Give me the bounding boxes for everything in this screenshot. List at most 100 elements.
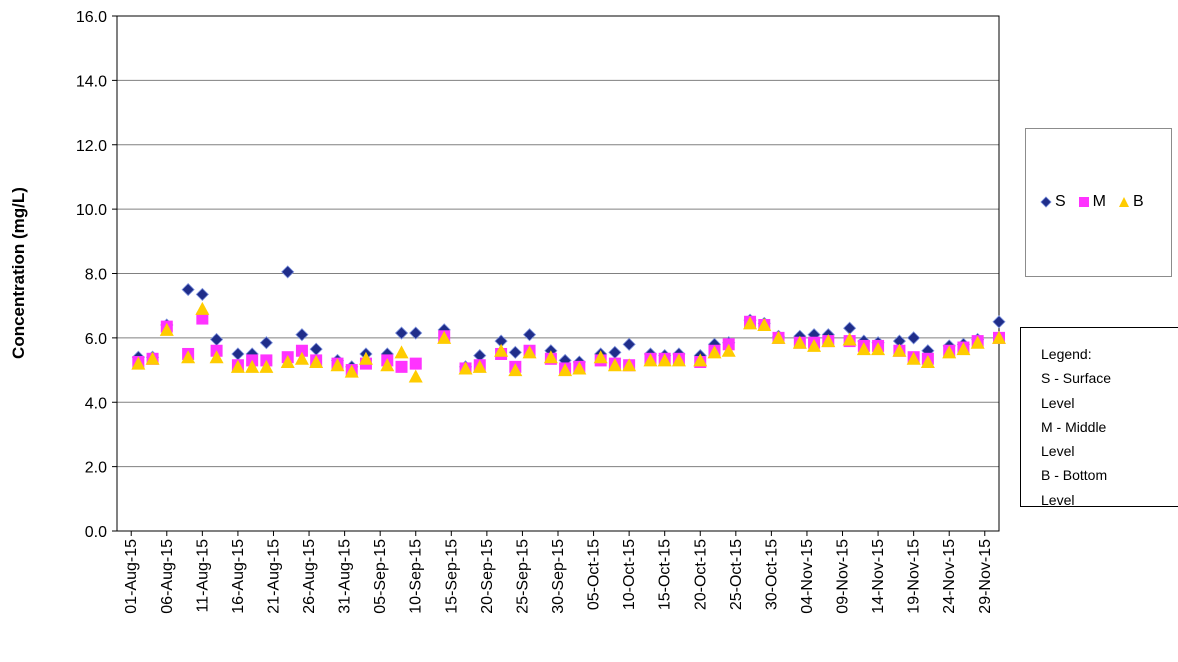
point-b (821, 334, 836, 348)
point-b (344, 364, 359, 378)
point-b (807, 338, 822, 352)
point-s (195, 287, 209, 301)
point-b (159, 322, 174, 336)
point-b (245, 359, 260, 373)
point-s (181, 283, 195, 297)
point-b (437, 330, 452, 344)
x-tick-label: 25-Oct-15 (728, 539, 745, 610)
point-s (622, 337, 636, 351)
y-tick-label: 4.0 (85, 395, 107, 412)
x-tick-label: 10-Oct-15 (621, 539, 638, 610)
x-tick-label: 05-Sep-15 (372, 539, 389, 614)
x-tick-label: 15-Sep-15 (443, 539, 460, 614)
y-tick-label: 6.0 (85, 331, 107, 348)
point-s (259, 336, 273, 350)
point-b (693, 353, 708, 367)
point-b (358, 351, 373, 365)
x-tick-label: 10-Sep-15 (408, 539, 425, 614)
point-b (494, 343, 509, 357)
x-tick-label: 15-Oct-15 (657, 539, 674, 610)
point-b (394, 345, 409, 359)
point-b (970, 335, 985, 349)
point-b (280, 355, 295, 369)
point-b (408, 369, 423, 383)
point-s (992, 315, 1006, 329)
point-m (295, 344, 308, 357)
point-b (622, 358, 637, 372)
point-b (992, 330, 1006, 344)
x-tick-label: 30-Sep-15 (550, 539, 567, 614)
note-line: M - Middle (1041, 418, 1107, 435)
point-b (942, 345, 957, 359)
x-tick-label: 21-Aug-15 (265, 539, 282, 614)
point-b (920, 355, 935, 369)
point-b (558, 363, 573, 377)
point-b (309, 355, 324, 369)
y-tick-label: 14.0 (76, 73, 107, 90)
legend-label-s: S (1055, 193, 1066, 210)
point-b (145, 351, 160, 365)
x-tick-label: 20-Sep-15 (479, 539, 496, 614)
x-tick-label: 29-Nov-15 (977, 539, 994, 614)
point-b (906, 351, 921, 365)
point-b (259, 359, 274, 373)
legend-item-s: S (1040, 193, 1066, 211)
y-tick-label: 10.0 (76, 202, 107, 219)
gridlines (117, 79, 999, 468)
legend-item-m: M (1078, 193, 1106, 211)
x-tick-label: 30-Oct-15 (763, 539, 780, 610)
square-icon (1078, 197, 1089, 207)
point-s (231, 347, 245, 361)
x-tick-label: 05-Oct-15 (586, 539, 603, 610)
x-tick-label: 24-Nov-15 (941, 539, 958, 614)
point-b (294, 351, 309, 365)
x-tick-label: 09-Nov-15 (835, 539, 852, 614)
point-s (409, 326, 423, 340)
point-s (608, 345, 622, 359)
point-b (792, 335, 807, 349)
point-m (409, 357, 422, 370)
legend-label-m: M (1092, 193, 1106, 210)
point-s (309, 342, 323, 356)
point-b (721, 343, 736, 357)
x-axis-ticks: 01-Aug-15 06-Aug-15 11-Aug-15 16-Aug-15 21-A… (123, 531, 994, 614)
note-line: Legend: (1041, 346, 1092, 362)
point-s (843, 321, 857, 335)
point-b (195, 301, 210, 315)
y-tick-label: 0.0 (85, 524, 107, 541)
note-line: Level (1041, 491, 1075, 508)
point-b (757, 318, 772, 331)
x-tick-label: 20-Oct-15 (692, 539, 709, 610)
note-line: Level (1041, 443, 1075, 460)
point-m (196, 312, 209, 325)
x-tick-label: 11-Aug-15 (194, 539, 211, 613)
y-tick-label: 2.0 (85, 460, 107, 477)
diamond-icon (1040, 196, 1052, 208)
y-axis-ticks: 0.0 2.0 4.0 6.0 8.0 10.0 12.0 14.0 16.0 (76, 9, 117, 541)
point-s (281, 265, 295, 279)
point-b (230, 359, 245, 373)
point-b (892, 343, 907, 357)
x-tick-label: 01-Aug-15 (123, 539, 140, 614)
point-b (522, 345, 537, 359)
point-b (707, 345, 722, 359)
legend-note-text: Legend: S - Surface Level M - Middle Lev… (1041, 342, 1151, 512)
point-b (956, 342, 971, 356)
point-b (743, 316, 758, 330)
y-tick-label: 12.0 (76, 138, 107, 155)
legend-note-box: Legend: S - Surface Level M - Middle Lev… (1020, 327, 1178, 508)
note-line: Level (1041, 394, 1075, 411)
point-b (657, 353, 672, 367)
legend-row: S M B (1040, 193, 1144, 211)
point-b (771, 330, 786, 344)
point-s (295, 328, 309, 342)
point-b (671, 353, 686, 367)
point-s (210, 332, 224, 347)
x-tick-label: 16-Aug-15 (230, 539, 247, 614)
point-b (607, 358, 622, 372)
x-tick-label: 26-Aug-15 (301, 539, 318, 614)
legend-label-b: B (1133, 193, 1144, 210)
point-s (522, 328, 537, 342)
point-b (380, 358, 395, 372)
